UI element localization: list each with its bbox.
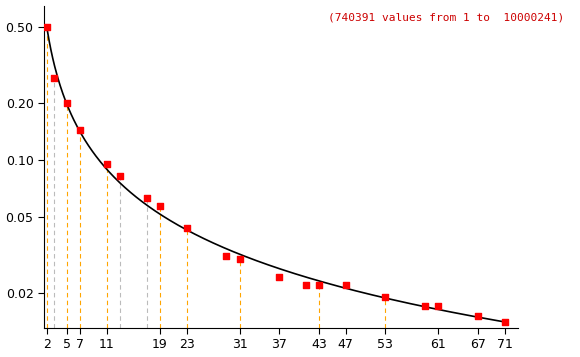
Point <box>314 282 324 287</box>
Point <box>43 24 52 30</box>
Point <box>102 161 111 167</box>
Point <box>155 203 165 209</box>
Point <box>182 225 191 230</box>
Point <box>115 174 125 179</box>
Point <box>275 275 284 280</box>
Text: (740391 values from 1 to  10000241): (740391 values from 1 to 10000241) <box>328 12 565 22</box>
Point <box>63 100 72 106</box>
Point <box>380 294 390 300</box>
Point <box>500 319 509 325</box>
Point <box>142 195 151 201</box>
Point <box>222 253 231 259</box>
Point <box>301 282 310 287</box>
Point <box>341 282 350 287</box>
Point <box>235 256 244 262</box>
Point <box>76 127 85 133</box>
Point <box>420 303 430 309</box>
Point <box>474 313 483 319</box>
Point <box>434 303 443 309</box>
Point <box>49 75 59 81</box>
